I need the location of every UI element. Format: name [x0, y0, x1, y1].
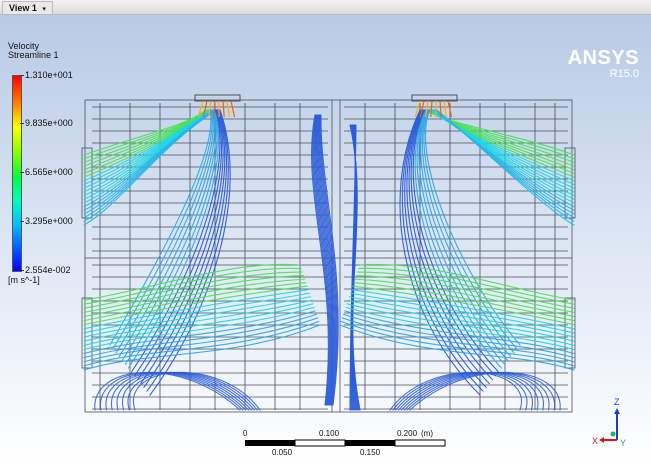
view-tab[interactable]: View 1 ▾ [2, 1, 53, 14]
axis-triad-icon[interactable]: Z X Y [592, 397, 634, 450]
view-tab-bar: View 1 ▾ [0, 0, 651, 15]
scale-label-0150: 0.150 [360, 448, 381, 457]
scale-bar [245, 439, 446, 447]
legend-value-4: 3.295e+000 [25, 216, 73, 226]
axis-x-label: X [592, 436, 599, 446]
legend-value-3: 6.565e+000 [25, 167, 73, 177]
view-tab-label: View 1 [9, 3, 37, 13]
legend-title: Velocity [8, 41, 40, 51]
legend-value-2: 9.835e+000 [25, 118, 73, 128]
scale-label-0100: 0.100 [319, 429, 340, 438]
logo-version: R15.0 [609, 68, 639, 80]
legend-subtitle: Streamline 1 [8, 50, 59, 60]
chevron-down-icon[interactable]: ▾ [42, 6, 46, 13]
axis-z-label: Z [614, 397, 620, 407]
scale-label-0050: 0.050 [272, 448, 293, 457]
graphics-viewport[interactable]: Velocity Streamline 1 1.310e+001 9.835e+… [0, 15, 651, 465]
axis-y-label: Y [620, 438, 627, 448]
legend-value-min: 2.554e-002 [25, 265, 71, 275]
legend-color-bar [12, 75, 22, 272]
legend-unit: [m s^-1] [8, 275, 40, 285]
legend-value-max: 1.310e+001 [25, 70, 73, 80]
scale-label-0: 0 [243, 429, 248, 438]
scale-unit: (m) [421, 429, 433, 438]
ceiling-vents [194, 94, 458, 118]
scale-label-0200: 0.200 [397, 429, 418, 438]
streamline-scene[interactable] [0, 15, 651, 465]
logo-brand: ANSYS [567, 47, 639, 69]
ansys-logo: ANSYS R15.0 [568, 48, 639, 80]
